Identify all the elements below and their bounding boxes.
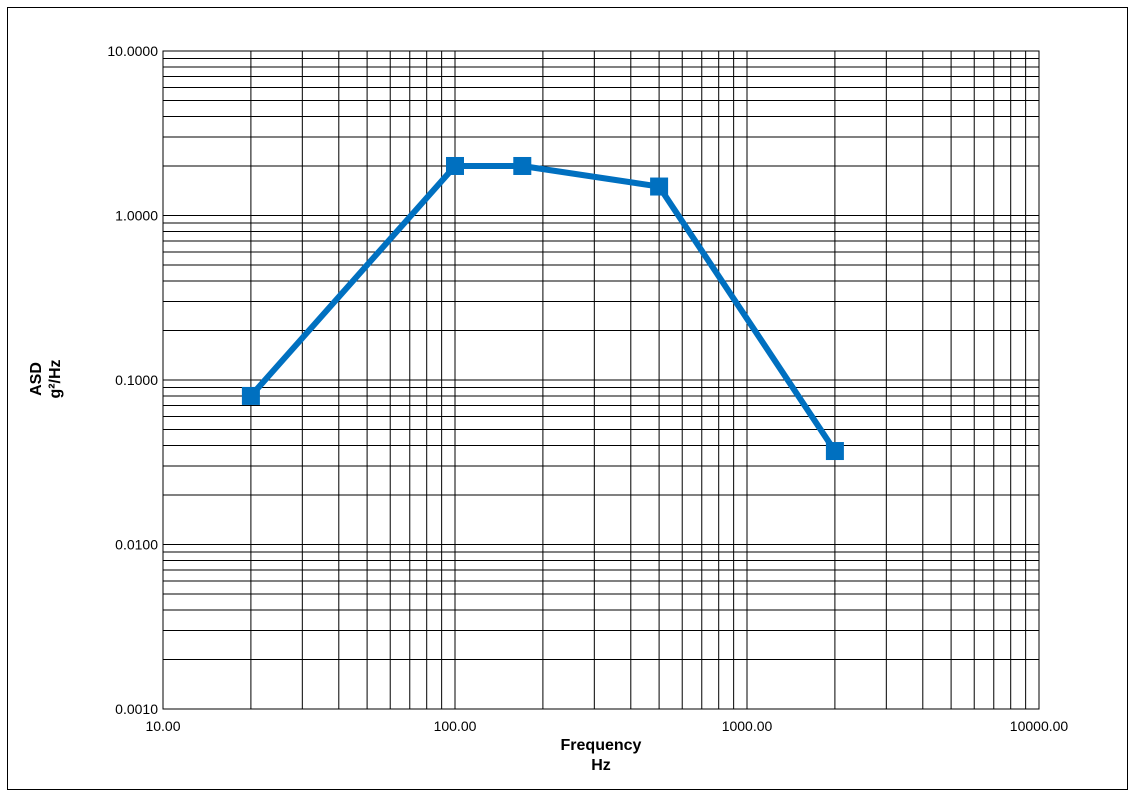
x-axis-title: Frequency Hz: [561, 737, 642, 774]
y-tick-label: 0.0100: [115, 537, 158, 553]
y-tick-label: 0.1000: [115, 372, 158, 388]
y-tick-label: 0.0010: [115, 701, 158, 717]
x-axis-title-line-2: Hz: [591, 757, 611, 774]
x-axis-title-line-1: Frequency: [561, 737, 642, 754]
y-tick-label: 10.0000: [107, 43, 158, 59]
plot-area: [162, 50, 1040, 710]
data-point-marker: [825, 442, 844, 461]
data-point-marker: [241, 386, 260, 405]
tick-labels: 10.00 100.00 1000.00 10000.00 10.0000 1.0000 0…: [107, 43, 1068, 734]
series: [241, 156, 844, 461]
x-tick-label: 10.00: [145, 718, 180, 734]
data-point-marker: [650, 177, 669, 196]
y-tick-label: 1.0000: [115, 208, 158, 224]
data-point-marker: [446, 156, 464, 175]
y-axis-title-line-2: g²/Hz: [47, 359, 64, 398]
data-point-marker: [513, 156, 532, 175]
x-tick-label: 1000.00: [722, 718, 773, 734]
y-axis-title-line-1: ASD: [28, 362, 45, 396]
x-tick-label: 100.00: [434, 718, 477, 734]
x-tick-label: 10000.00: [1010, 718, 1069, 734]
y-axis-title: ASD g²/Hz: [28, 359, 64, 398]
grid: [162, 51, 1039, 710]
